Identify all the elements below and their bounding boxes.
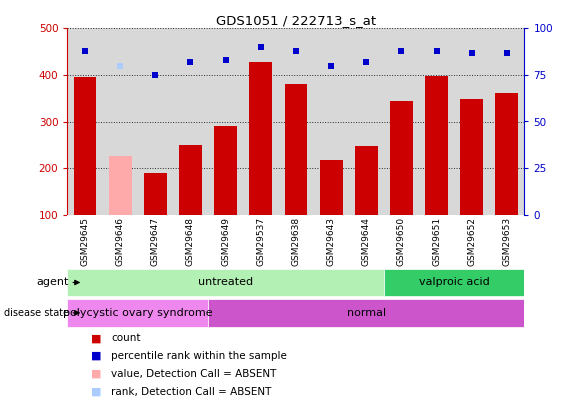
Text: GSM29645: GSM29645 [80,217,90,266]
Text: GSM29646: GSM29646 [115,217,125,266]
Bar [496,93,519,215]
Text: GSM29650: GSM29650 [397,217,406,266]
Bar [74,77,96,215]
Bar [320,160,343,215]
Title: GDS1051 / 222713_s_at: GDS1051 / 222713_s_at [216,14,376,27]
Text: GSM29652: GSM29652 [467,217,476,266]
Bar [425,76,448,215]
Text: disease state: disease state [4,308,69,318]
Text: ■: ■ [91,369,101,379]
Bar [390,100,413,215]
Bar [67,269,384,296]
Bar [250,62,272,215]
Bar [144,173,167,215]
Text: ■: ■ [91,351,101,361]
Text: rank, Detection Call = ABSENT: rank, Detection Call = ABSENT [111,387,272,396]
Text: GSM29649: GSM29649 [221,217,230,266]
Text: percentile rank within the sample: percentile rank within the sample [111,351,287,361]
Bar [384,269,524,296]
Bar [285,84,308,215]
Text: GSM29653: GSM29653 [502,217,512,266]
Text: GSM29643: GSM29643 [326,217,336,266]
Text: ■: ■ [91,333,101,343]
Text: normal: normal [347,308,386,318]
Bar [67,299,208,326]
Bar [355,146,377,215]
Bar [179,145,202,215]
Text: GSM29651: GSM29651 [432,217,441,266]
Text: GSM29648: GSM29648 [186,217,195,266]
Bar [214,126,237,215]
Text: GSM29644: GSM29644 [362,217,371,266]
Text: count: count [111,333,141,343]
Bar [208,299,524,326]
Text: agent: agent [37,277,69,288]
Text: value, Detection Call = ABSENT: value, Detection Call = ABSENT [111,369,277,379]
Text: polycystic ovary syndrome: polycystic ovary syndrome [63,308,213,318]
Bar [109,156,132,215]
Text: GSM29537: GSM29537 [256,217,265,266]
Text: GSM29647: GSM29647 [151,217,160,266]
Text: valproic acid: valproic acid [419,277,489,288]
Text: ■: ■ [91,387,101,396]
Bar [461,99,483,215]
Text: untreated: untreated [198,277,253,288]
Text: GSM29638: GSM29638 [291,217,301,266]
